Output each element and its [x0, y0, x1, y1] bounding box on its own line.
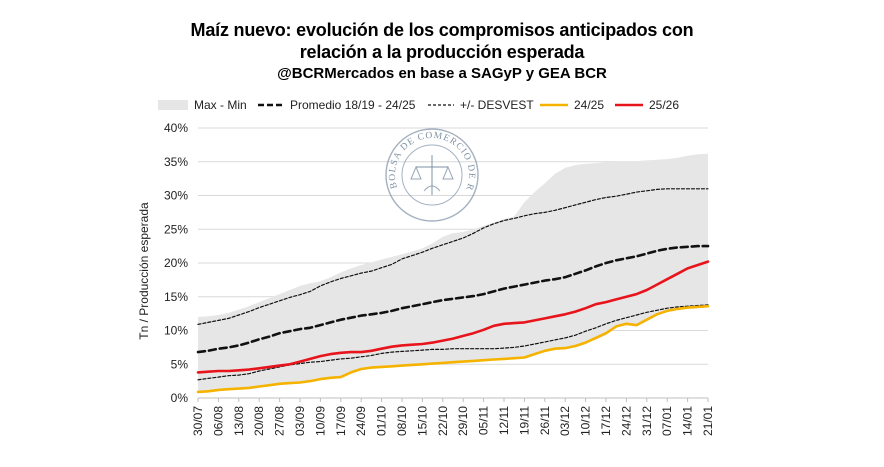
- x-tick-label: 29/10: [456, 406, 470, 436]
- chart-subtitle: @BCRMercados en base a SAGyP y GEA BCR: [277, 65, 607, 83]
- series-line-s2425: [196, 304, 710, 394]
- y-axis: 0% 5% 10% 15% 20% 25% 30% 35% 40%: [164, 121, 188, 405]
- y-tick-label: 40%: [164, 121, 188, 135]
- x-tick-label: 10/09: [313, 406, 327, 436]
- x-tick-label: 15/10: [415, 406, 429, 436]
- y-tick-label: 35%: [164, 155, 188, 169]
- legend-label-std: +/- DESVEST: [460, 98, 534, 112]
- y-tick-label: 25%: [164, 222, 188, 236]
- x-tick-label: 27/08: [273, 406, 287, 436]
- y-axis-title: Tn / Producción esperada: [137, 202, 151, 340]
- seal-outer-ring: [385, 128, 479, 222]
- seal-emblem-pan-right: [442, 165, 454, 180]
- x-tick-label: 07/01: [660, 406, 674, 436]
- x-tick-label: 13/08: [232, 406, 246, 436]
- legend-label-s2425: 24/25: [574, 98, 604, 112]
- x-tick-label: 26/11: [538, 406, 552, 435]
- band-layer: [198, 153, 708, 392]
- seal-inner-ring: [401, 144, 463, 206]
- x-tick-label: 24/09: [354, 406, 368, 436]
- x-tick-label: 12/11: [497, 406, 511, 435]
- x-tick-label: 20/08: [252, 406, 266, 436]
- legend-label-avg: Promedio 18/19 - 24/25: [290, 98, 416, 112]
- x-tick-label: 31/12: [640, 406, 654, 436]
- x-tick-label: 30/07: [191, 406, 205, 436]
- legend-label-rect: Max - Min: [194, 98, 247, 112]
- series-layer: [196, 188, 710, 394]
- chart-legend: Max - Min Promedio 18/19 - 24/25 +/- DESVE…: [158, 98, 679, 112]
- x-tick-label: 21/01: [701, 406, 715, 436]
- y-tick-label: 30%: [164, 189, 188, 203]
- y-tick-label: 20%: [164, 256, 188, 270]
- seal-emblem-pan-left: [410, 165, 422, 180]
- x-tick-label: 06/08: [211, 406, 225, 436]
- x-tick-label: 10/12: [579, 406, 593, 436]
- chart-title-line-1: Maíz nuevo: evolución de los compromisos…: [190, 20, 694, 40]
- x-tick-label: 14/01: [681, 406, 695, 436]
- x-tick-label: 01/10: [375, 406, 389, 436]
- x-tick-label: 05/11: [477, 406, 491, 435]
- x-tick-label: 17/09: [334, 406, 348, 436]
- series-line-std_upper: [197, 188, 709, 325]
- x-tick-label: 17/12: [599, 406, 613, 436]
- series-line-s2526: [196, 260, 710, 374]
- legend-swatch-range: [158, 100, 188, 110]
- chart-title-block: Maíz nuevo: evolución de los compromisos…: [0, 20, 884, 83]
- x-axis: 30/07 06/08 13/08 20/08 27/08 03/09 10/09 17/09…: [191, 398, 715, 436]
- x-tick-label: 03/12: [558, 406, 572, 436]
- y-tick-label: 15%: [164, 290, 188, 304]
- band-max-min: [198, 153, 708, 392]
- y-tick-label: 0%: [171, 391, 189, 405]
- y-tick-label: 10%: [164, 324, 188, 338]
- series-line-avg: [196, 244, 710, 354]
- x-tick-label: 08/10: [395, 406, 409, 436]
- y-tick-label: 5%: [171, 357, 189, 371]
- seal-emblem-caduceus: [423, 185, 441, 192]
- legend-label-s2526: 25/26: [649, 98, 679, 112]
- x-tick-label: 03/09: [293, 406, 307, 436]
- x-tick-label: 24/12: [619, 406, 633, 436]
- chart-title-line-2: relación a la producción esperada: [299, 41, 585, 62]
- x-tick-label: 22/10: [436, 406, 450, 436]
- x-tick-label: 19/11: [517, 406, 531, 435]
